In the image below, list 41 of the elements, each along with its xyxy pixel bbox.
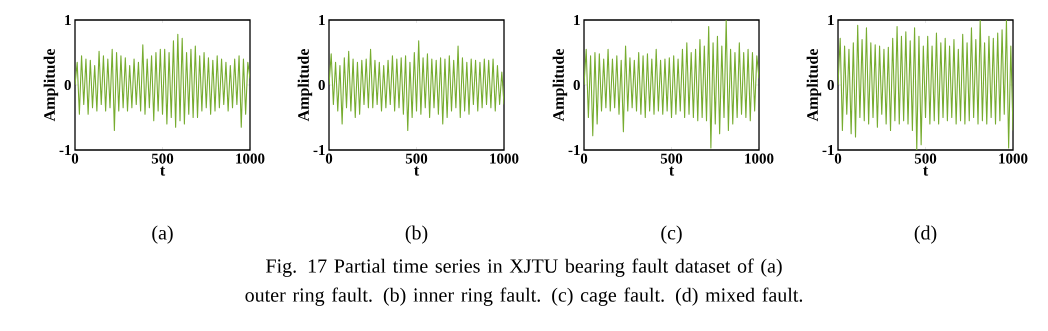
y-axis-title: Amplitude (552, 48, 568, 122)
x-tick-label: 500 (914, 153, 937, 164)
y-axis-title: Amplitude (43, 48, 59, 122)
y-tick-label: -1 (568, 145, 580, 155)
x-tick-label: 500 (151, 153, 174, 164)
y-tick-label: 1 (319, 15, 325, 25)
y-axis-title: Amplitude (297, 48, 313, 122)
x-tick-label: 1000 (745, 153, 774, 164)
x-axis-title: t (923, 166, 929, 176)
line-series (75, 33, 250, 132)
x-tick-label: 0 (325, 153, 333, 164)
y-tick-label: 1 (65, 15, 71, 25)
caption: Fig. 17 Partial time series in XJTU bearing fault dataset of (a) outer ring fault. (b) inner ring fault. (c) cage fault. (d) mixed fault. (245, 258, 803, 306)
y-tick-label: 0 (827, 79, 834, 91)
x-tick-label: 500 (660, 153, 683, 164)
y-axis-title: Amplitude (806, 48, 822, 122)
y-tick-label: 0 (64, 79, 71, 91)
x-tick-label: 1000 (236, 153, 265, 164)
y-tick-label: 0 (318, 79, 325, 91)
x-axis-title: t (414, 166, 420, 176)
line-series (329, 40, 505, 132)
y-tick-label: -1 (822, 145, 834, 155)
text: (d) (914, 225, 937, 244)
text: (c) (661, 225, 682, 244)
x-tick-label: 0 (71, 153, 79, 164)
text: (a) (152, 225, 173, 244)
x-tick-label: 0 (580, 153, 588, 164)
line-series (584, 20, 760, 149)
x-tick-label: 500 (405, 153, 428, 164)
y-tick-label: 1 (574, 15, 580, 25)
x-tick-label: 1000 (490, 153, 519, 164)
line-series (838, 20, 1014, 150)
text: (b) (405, 225, 428, 244)
x-axis-title: t (160, 166, 166, 176)
y-tick-label: 0 (573, 79, 580, 91)
y-tick-label: -1 (59, 145, 71, 155)
x-axis-title: t (669, 166, 675, 176)
y-tick-label: 1 (828, 15, 834, 25)
x-tick-label: 1000 (999, 153, 1028, 164)
x-tick-label: 0 (834, 153, 842, 164)
y-tick-label: -1 (313, 145, 325, 155)
